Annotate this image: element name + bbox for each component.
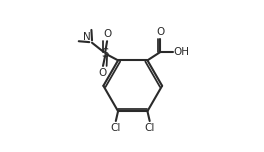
Text: Cl: Cl bbox=[111, 123, 121, 133]
Text: O: O bbox=[103, 29, 112, 39]
Text: S: S bbox=[102, 47, 109, 60]
Text: N: N bbox=[83, 32, 91, 42]
Text: O: O bbox=[156, 27, 164, 37]
Text: O: O bbox=[98, 68, 106, 78]
Text: OH: OH bbox=[174, 47, 190, 57]
Text: Cl: Cl bbox=[144, 123, 155, 133]
